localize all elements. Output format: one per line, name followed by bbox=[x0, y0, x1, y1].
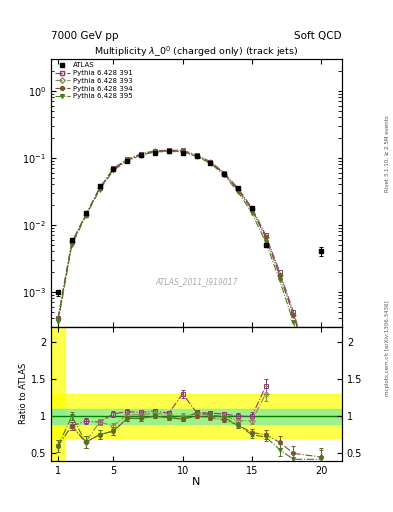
Pythia 6.428 395 bbox=[70, 242, 74, 248]
Pythia 6.428 391 bbox=[291, 309, 296, 315]
Pythia 6.428 393 bbox=[97, 185, 102, 191]
Pythia 6.428 394 bbox=[222, 170, 226, 177]
Legend: ATLAS, Pythia 6.428 391, Pythia 6.428 393, Pythia 6.428 394, Pythia 6.428 395: ATLAS, Pythia 6.428 391, Pythia 6.428 39… bbox=[53, 61, 134, 101]
Pythia 6.428 394 bbox=[111, 166, 116, 172]
Pythia 6.428 395 bbox=[139, 152, 143, 158]
Pythia 6.428 395 bbox=[263, 239, 268, 245]
Pythia 6.428 391 bbox=[125, 156, 130, 162]
Pythia 6.428 391 bbox=[70, 239, 74, 245]
Text: Soft QCD: Soft QCD bbox=[294, 31, 342, 41]
Pythia 6.428 393 bbox=[208, 159, 213, 165]
Pythia 6.428 394 bbox=[208, 159, 213, 165]
Pythia 6.428 393 bbox=[250, 206, 254, 212]
Pythia 6.428 391 bbox=[97, 185, 102, 191]
Pythia 6.428 395 bbox=[111, 167, 116, 174]
Pythia 6.428 391 bbox=[152, 147, 157, 154]
Pythia 6.428 394 bbox=[305, 356, 310, 362]
Pythia 6.428 391 bbox=[83, 212, 88, 218]
Pythia 6.428 394 bbox=[194, 153, 199, 159]
Pythia 6.428 393 bbox=[222, 170, 226, 177]
Pythia 6.428 394 bbox=[56, 315, 61, 322]
Pythia 6.428 391 bbox=[56, 315, 61, 322]
Pythia 6.428 395 bbox=[194, 153, 199, 159]
Pythia 6.428 394 bbox=[236, 187, 241, 193]
Pythia 6.428 394 bbox=[167, 148, 171, 154]
Bar bbox=[51, 327, 65, 461]
Bar bbox=[51, 409, 65, 423]
Pythia 6.428 393 bbox=[83, 212, 88, 218]
Pythia 6.428 393 bbox=[291, 312, 296, 318]
Pythia 6.428 391 bbox=[111, 165, 116, 172]
Pythia 6.428 395 bbox=[305, 362, 310, 368]
Pythia 6.428 391 bbox=[194, 152, 199, 158]
Pythia 6.428 394 bbox=[319, 402, 323, 409]
Pythia 6.428 395 bbox=[277, 277, 282, 283]
Pythia 6.428 393 bbox=[277, 272, 282, 278]
Pythia 6.428 391 bbox=[250, 205, 254, 211]
Line: Pythia 6.428 391: Pythia 6.428 391 bbox=[56, 148, 323, 408]
Text: 7000 GeV pp: 7000 GeV pp bbox=[51, 31, 119, 41]
Pythia 6.428 394 bbox=[125, 157, 130, 163]
Pythia 6.428 394 bbox=[263, 234, 268, 241]
Pythia 6.428 393 bbox=[125, 157, 130, 163]
Pythia 6.428 395 bbox=[56, 319, 61, 326]
Pythia 6.428 395 bbox=[291, 319, 296, 326]
Pythia 6.428 395 bbox=[250, 210, 254, 216]
Pythia 6.428 393 bbox=[111, 166, 116, 172]
Pythia 6.428 393 bbox=[319, 402, 323, 409]
Pythia 6.428 395 bbox=[222, 172, 226, 178]
Pythia 6.428 394 bbox=[250, 206, 254, 212]
Pythia 6.428 394 bbox=[180, 148, 185, 155]
Line: Pythia 6.428 395: Pythia 6.428 395 bbox=[56, 150, 323, 416]
Pythia 6.428 393 bbox=[194, 153, 199, 159]
Pythia 6.428 391 bbox=[222, 169, 226, 176]
Pythia 6.428 393 bbox=[70, 239, 74, 245]
Pythia 6.428 393 bbox=[152, 148, 157, 155]
Pythia 6.428 391 bbox=[277, 269, 282, 275]
Pythia 6.428 391 bbox=[305, 356, 310, 362]
Pythia 6.428 395 bbox=[97, 187, 102, 193]
Text: ATLAS_2011_I919017: ATLAS_2011_I919017 bbox=[155, 277, 238, 286]
Bar bbox=[51, 409, 342, 423]
Line: Pythia 6.428 394: Pythia 6.428 394 bbox=[56, 149, 323, 408]
Pythia 6.428 393 bbox=[305, 356, 310, 362]
Pythia 6.428 393 bbox=[180, 148, 185, 155]
Pythia 6.428 393 bbox=[139, 152, 143, 158]
Pythia 6.428 394 bbox=[97, 185, 102, 191]
Pythia 6.428 393 bbox=[236, 187, 241, 193]
Pythia 6.428 393 bbox=[167, 148, 171, 154]
Pythia 6.428 395 bbox=[125, 158, 130, 164]
Pythia 6.428 391 bbox=[139, 151, 143, 157]
Pythia 6.428 391 bbox=[208, 159, 213, 165]
Pythia 6.428 391 bbox=[167, 147, 171, 153]
Pythia 6.428 391 bbox=[319, 402, 323, 409]
Title: Multiplicity $\lambda\_0^0$ (charged only) (track jets): Multiplicity $\lambda\_0^0$ (charged onl… bbox=[94, 44, 299, 59]
Bar bbox=[51, 394, 342, 438]
Pythia 6.428 395 bbox=[236, 189, 241, 195]
Pythia 6.428 395 bbox=[167, 148, 171, 155]
Pythia 6.428 394 bbox=[139, 152, 143, 158]
Pythia 6.428 395 bbox=[208, 160, 213, 166]
Pythia 6.428 395 bbox=[319, 411, 323, 417]
X-axis label: N: N bbox=[192, 477, 201, 487]
Pythia 6.428 394 bbox=[291, 312, 296, 318]
Pythia 6.428 395 bbox=[180, 149, 185, 155]
Line: Pythia 6.428 393: Pythia 6.428 393 bbox=[56, 149, 323, 408]
Pythia 6.428 394 bbox=[277, 272, 282, 278]
Pythia 6.428 394 bbox=[152, 148, 157, 155]
Pythia 6.428 393 bbox=[263, 234, 268, 241]
Pythia 6.428 391 bbox=[236, 185, 241, 191]
Pythia 6.428 394 bbox=[70, 239, 74, 245]
Pythia 6.428 394 bbox=[83, 212, 88, 218]
Pythia 6.428 391 bbox=[180, 147, 185, 153]
Text: Rivet 3.1.10, ≥ 2.5M events: Rivet 3.1.10, ≥ 2.5M events bbox=[385, 115, 389, 192]
Pythia 6.428 395 bbox=[83, 213, 88, 219]
Pythia 6.428 395 bbox=[152, 149, 157, 155]
Y-axis label: Ratio to ATLAS: Ratio to ATLAS bbox=[19, 363, 28, 424]
Pythia 6.428 391 bbox=[263, 232, 268, 238]
Pythia 6.428 393 bbox=[56, 315, 61, 322]
Text: mcplots.cern.ch [arXiv:1306.3436]: mcplots.cern.ch [arXiv:1306.3436] bbox=[385, 301, 389, 396]
